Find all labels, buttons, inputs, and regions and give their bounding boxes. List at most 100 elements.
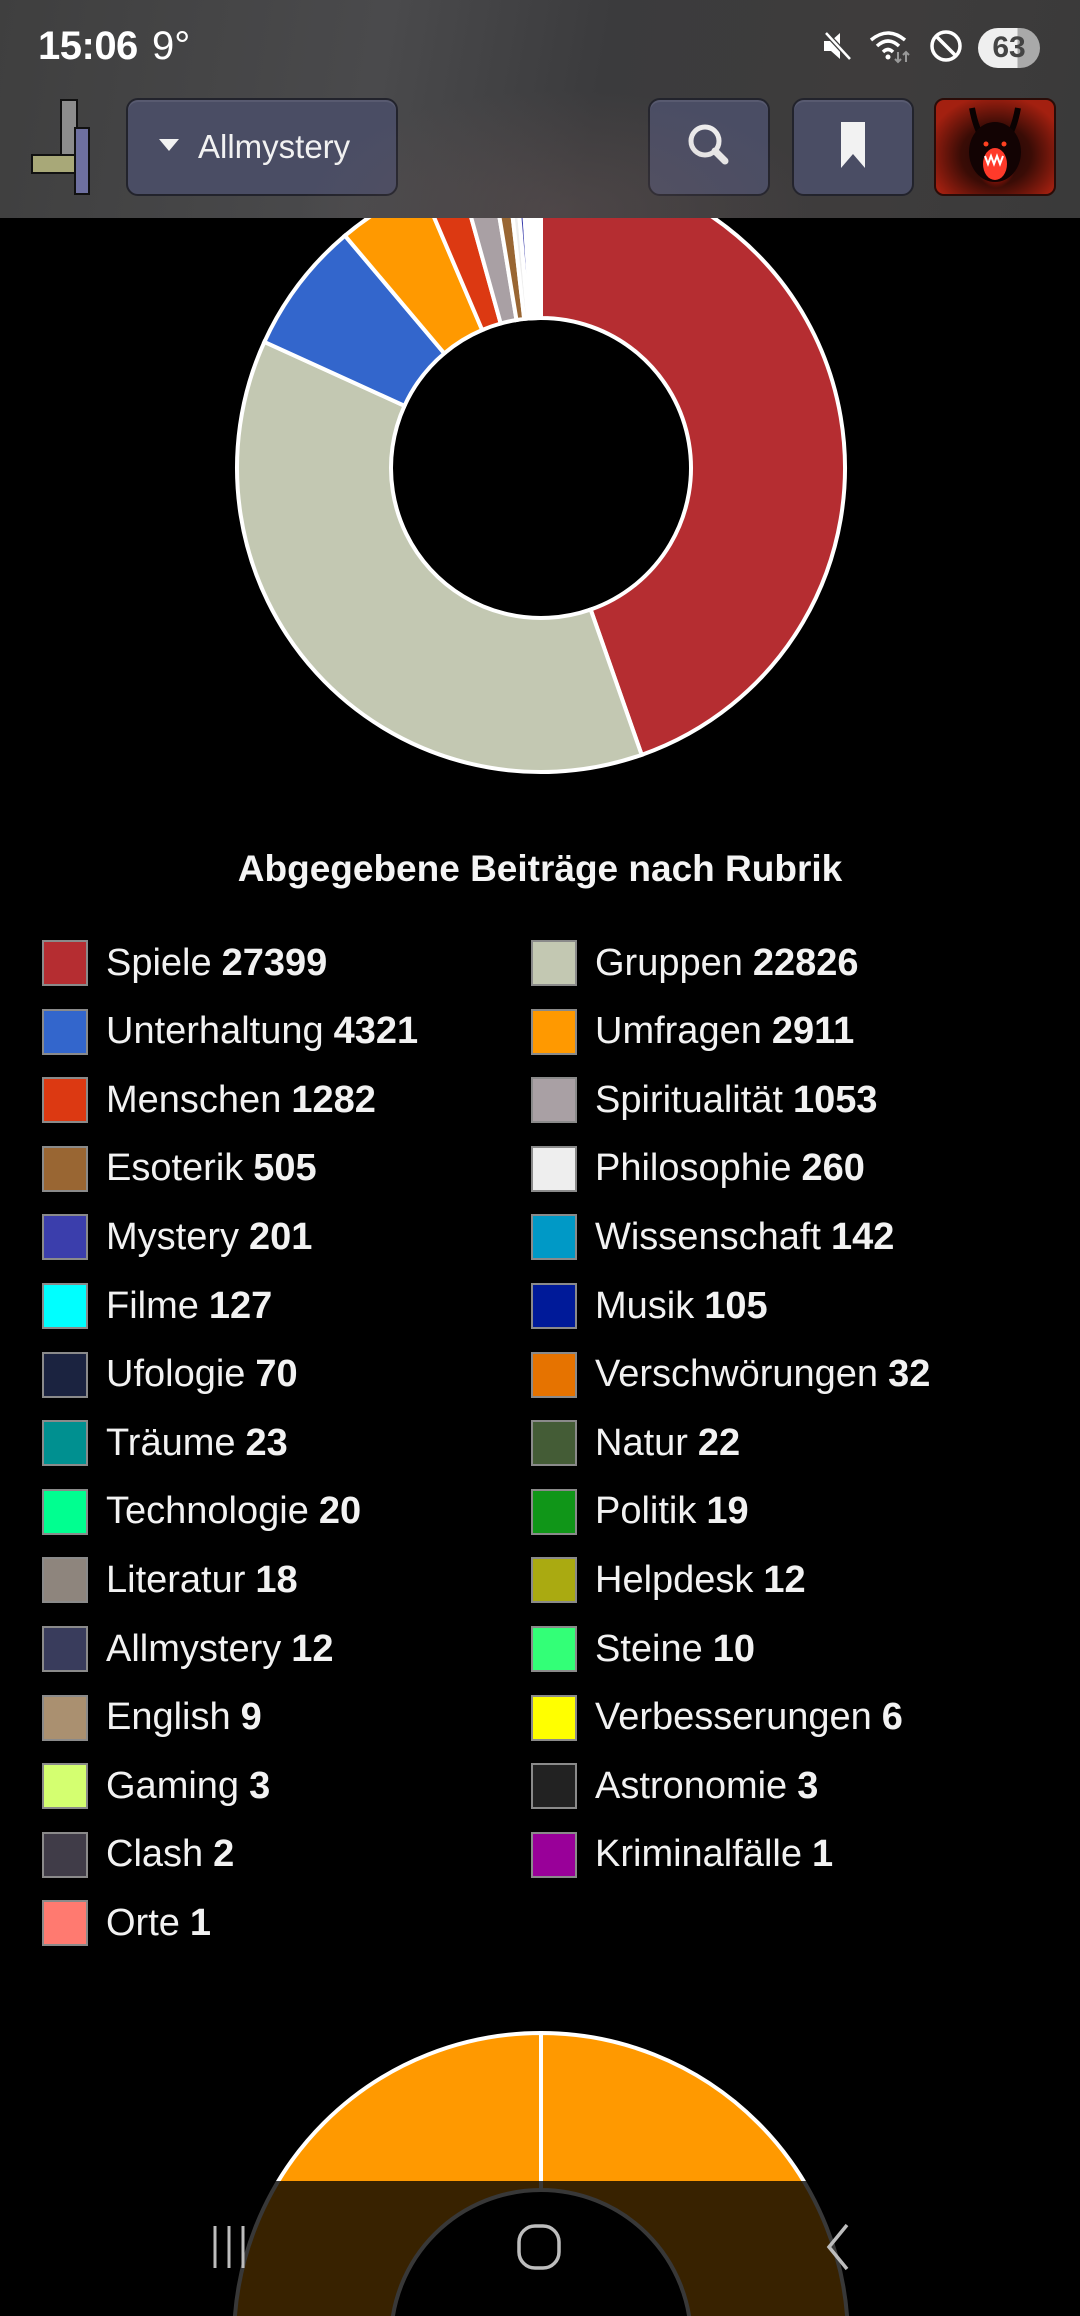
legend-swatch xyxy=(42,1077,88,1124)
legend-item[interactable]: Träume 23 xyxy=(42,1419,288,1467)
legend-item[interactable]: Gruppen 22826 xyxy=(531,939,859,987)
status-bar: 15:06 9° xyxy=(0,0,1080,96)
legend-swatch xyxy=(42,1694,88,1741)
forum-selector-label: Allmystery xyxy=(198,128,351,165)
legend-value: 201 xyxy=(249,1215,313,1258)
legend-value: 4321 xyxy=(333,1010,419,1053)
legend-value: 1 xyxy=(189,1901,212,1944)
main-content xyxy=(0,218,1080,2316)
legend-item[interactable]: Allmystery 12 xyxy=(42,1625,334,1673)
legend-item[interactable]: Astronomie 3 xyxy=(531,1762,818,1810)
legend-item[interactable]: Natur 22 xyxy=(531,1419,740,1467)
legend-label: Helpdesk xyxy=(595,1558,754,1601)
legend-label: Orte xyxy=(106,1901,180,1944)
legend-item[interactable]: Clash 2 xyxy=(42,1831,234,1879)
legend-item[interactable]: Ufologie 70 xyxy=(42,1351,298,1399)
legend-value: 260 xyxy=(801,1147,865,1190)
caret-down-icon xyxy=(158,138,180,157)
legend-swatch xyxy=(42,1214,88,1261)
back-icon xyxy=(823,2223,853,2276)
forum-selector-button[interactable]: Allmystery xyxy=(126,98,398,196)
legend-item[interactable]: Politik 19 xyxy=(531,1488,749,1536)
legend-item[interactable]: Philosophie 260 xyxy=(531,1145,865,1193)
legend-value: 2 xyxy=(213,1833,235,1876)
wifi-icon xyxy=(868,28,914,69)
legend-swatch xyxy=(42,1831,88,1878)
donut-slice[interactable] xyxy=(235,339,645,774)
top-bar: 15:06 9° xyxy=(0,0,1080,218)
legend-label: Spiritualität xyxy=(595,1078,783,1121)
legend-item[interactable]: Spiritualität 1053 xyxy=(531,1076,878,1124)
legend-swatch xyxy=(531,1008,577,1055)
legend-item[interactable]: Kriminalfälle 1 xyxy=(531,1831,833,1879)
legend-item[interactable]: Helpdesk 12 xyxy=(531,1556,806,1604)
legend-item[interactable]: Literatur 18 xyxy=(42,1556,298,1604)
legend-value: 19 xyxy=(706,1490,749,1533)
legend-label: English xyxy=(106,1696,231,1739)
legend-label: Gruppen xyxy=(595,941,743,984)
legend-label: Verschwörungen xyxy=(595,1353,879,1396)
legend-swatch xyxy=(531,1351,577,1398)
legend-value: 10 xyxy=(712,1627,756,1670)
back-button[interactable] xyxy=(818,2219,858,2279)
legend-label: Unterhaltung xyxy=(106,1010,324,1053)
legend-label: Ufologie xyxy=(106,1353,246,1396)
mute-icon xyxy=(820,29,854,68)
legend-value: 27399 xyxy=(221,941,328,984)
legend-item[interactable]: Technologie 20 xyxy=(42,1488,361,1536)
legend-item[interactable]: Menschen 1282 xyxy=(42,1076,376,1124)
legend-value: 12 xyxy=(763,1558,806,1601)
legend-item[interactable]: Esoterik 505 xyxy=(42,1145,317,1193)
app-header: Allmystery xyxy=(0,98,1080,200)
legend-item[interactable]: Spiele 27399 xyxy=(42,939,327,987)
legend-value: 9 xyxy=(240,1696,262,1739)
legend-item[interactable]: English 9 xyxy=(42,1694,262,1742)
legend-swatch xyxy=(531,1763,577,1810)
legend-value: 32 xyxy=(888,1353,931,1396)
legend-label: Esoterik xyxy=(106,1147,244,1190)
legend-item[interactable]: Verschwörungen 32 xyxy=(531,1351,930,1399)
legend-swatch xyxy=(531,1283,577,1329)
legend-label: Clash xyxy=(106,1833,204,1876)
search-button[interactable] xyxy=(648,98,770,196)
legend-value: 505 xyxy=(253,1147,317,1190)
legend-value: 6 xyxy=(881,1696,903,1739)
status-time: 15:06 xyxy=(38,24,138,68)
user-avatar[interactable] xyxy=(934,98,1056,196)
legend-label: Wissenschaft xyxy=(595,1215,821,1258)
search-icon xyxy=(685,121,733,174)
legend-swatch xyxy=(42,1557,88,1604)
legend-swatch xyxy=(531,1145,577,1192)
legend-item[interactable]: Unterhaltung 4321 xyxy=(42,1008,418,1056)
legend-label: Musik xyxy=(595,1284,695,1327)
legend-label: Natur xyxy=(595,1421,688,1464)
legend-swatch xyxy=(42,1900,88,1947)
home-button[interactable] xyxy=(504,2219,574,2279)
legend-item[interactable]: Verbesserungen 6 xyxy=(531,1694,903,1742)
legend-item[interactable]: Steine 10 xyxy=(531,1625,755,1673)
do-not-disturb-icon xyxy=(928,28,964,69)
legend-label: Verbesserungen xyxy=(595,1696,872,1739)
bookmark-button[interactable] xyxy=(792,98,914,196)
legend-item[interactable]: Umfragen 2911 xyxy=(531,1008,854,1056)
legend-value: 18 xyxy=(255,1558,298,1601)
legend-item[interactable]: Wissenschaft 142 xyxy=(531,1213,894,1261)
legend-value: 1282 xyxy=(291,1078,376,1121)
bookmark-icon xyxy=(840,121,866,174)
legend-item[interactable]: Musik 105 xyxy=(531,1282,768,1330)
system-navigation-bar xyxy=(0,2181,1080,2316)
legend-label: Menschen xyxy=(106,1078,282,1121)
legend-label: Filme xyxy=(106,1284,199,1327)
allmystery-logo[interactable] xyxy=(30,98,94,198)
recents-button[interactable] xyxy=(206,2219,256,2279)
legend-item[interactable]: Filme 127 xyxy=(42,1282,272,1330)
legend-item[interactable]: Mystery 201 xyxy=(42,1213,312,1261)
home-icon xyxy=(515,2223,563,2276)
legend-swatch xyxy=(42,1420,88,1467)
legend-item[interactable]: Gaming 3 xyxy=(42,1762,270,1810)
legend-item[interactable]: Orte 1 xyxy=(42,1899,211,1947)
donut-slice[interactable] xyxy=(539,218,847,758)
legend-label: Gaming xyxy=(106,1764,240,1807)
legend-swatch xyxy=(531,1831,577,1878)
